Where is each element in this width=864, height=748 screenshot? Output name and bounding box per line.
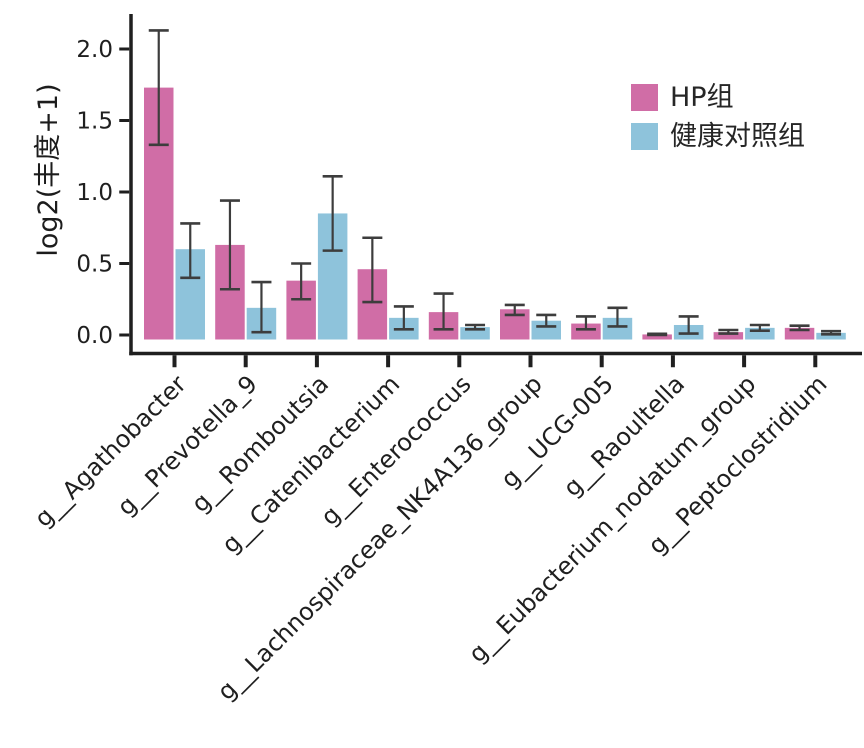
bar-hp-8 (713, 332, 744, 340)
errorbar-healthy-3 (393, 305, 414, 331)
y-tick-label: 0.5 (76, 252, 113, 278)
legend-item-hp: HP组 (631, 83, 805, 113)
errorbar-healthy-1 (251, 280, 272, 334)
y-tick-label: 1.5 (76, 109, 113, 135)
bar-healthy-6 (602, 317, 633, 340)
y-axis-label: log2(丰度+1) (33, 83, 64, 257)
y-tick-label: 2.0 (76, 37, 113, 63)
x-category-label: g__Raoultella (558, 370, 690, 502)
errorbar-hp-1 (219, 199, 240, 291)
errorbar-hp-3 (362, 236, 383, 304)
y-tick-label: 0.0 (76, 323, 113, 349)
errorbar-healthy-7 (678, 315, 699, 335)
errorbar-healthy-5 (536, 313, 557, 328)
errorbar-hp-8 (718, 328, 739, 335)
legend-swatch-healthy (631, 123, 658, 151)
legend-swatch-hp (631, 84, 658, 112)
legend-item-healthy: 健康对照组 (631, 120, 805, 152)
bar-healthy-9 (816, 332, 846, 340)
errorbar-healthy-6 (607, 306, 628, 328)
y-tick-label: 1.0 (76, 180, 113, 206)
errorbar-healthy-9 (821, 329, 842, 336)
errorbar-healthy-8 (749, 323, 770, 333)
errorbar-hp-7 (647, 332, 668, 337)
errorbar-healthy-4 (465, 323, 486, 331)
legend-label-healthy: 健康对照组 (670, 120, 805, 152)
bar-hp-9 (784, 327, 815, 340)
errorbar-hp-6 (575, 315, 596, 331)
errorbar-hp-0 (148, 29, 169, 147)
legend-label-hp: HP组 (670, 82, 734, 113)
errorbar-healthy-0 (180, 222, 201, 280)
bar-healthy-8 (745, 327, 775, 340)
errorbar-hp-5 (504, 303, 525, 317)
errorbar-healthy-2 (322, 174, 343, 252)
legend: HP组 健康对照组 (631, 83, 805, 151)
bar-hp-7 (642, 334, 672, 340)
errorbar-hp-4 (433, 292, 454, 331)
x-category-label: g__Lachnospiraceae_NK4A136_group (212, 370, 548, 706)
errorbar-hp-2 (291, 262, 312, 301)
errorbar-hp-9 (789, 324, 810, 332)
bar-hp-6 (571, 323, 601, 340)
